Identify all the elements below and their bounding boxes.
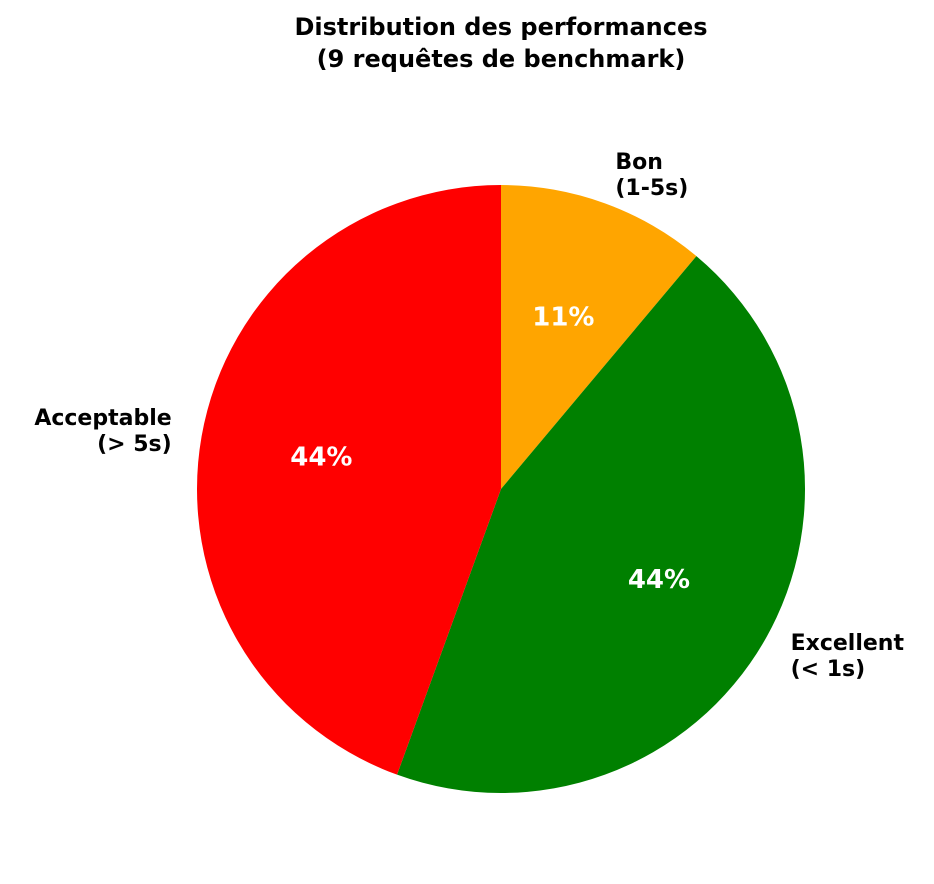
pct-label-bon: 11% bbox=[532, 303, 594, 333]
pie-slice-excellent bbox=[397, 256, 806, 794]
category-label-line: (> 5s) bbox=[97, 431, 172, 456]
pct-label-excellent: 44% bbox=[628, 565, 690, 595]
category-label-line: (< 1s) bbox=[791, 657, 866, 682]
category-label-line: Acceptable bbox=[34, 405, 171, 430]
category-label-line: Excellent bbox=[791, 631, 905, 656]
chart-title: Distribution des performances (9 requête… bbox=[294, 13, 707, 73]
chart-title-line-2: (9 requêtes de benchmark) bbox=[317, 45, 686, 73]
category-label-excellent: Excellent (< 1s) bbox=[791, 631, 905, 682]
category-labels: Bon (1-5s) Excellent (< 1s) Acceptable (> 5s) bbox=[34, 149, 904, 681]
category-label-acceptable: Acceptable (> 5s) bbox=[34, 405, 171, 456]
category-label-line: (1-5s) bbox=[615, 175, 688, 200]
percent-labels: 11% 44% 44% bbox=[290, 303, 690, 596]
chart-title-line-1: Distribution des performances bbox=[294, 13, 707, 41]
pie-slices bbox=[196, 185, 806, 794]
pie-slice-bon bbox=[501, 185, 697, 489]
category-label-bon: Bon (1-5s) bbox=[615, 149, 688, 200]
category-label-line: Bon bbox=[615, 149, 663, 174]
pct-label-acceptable: 44% bbox=[290, 442, 352, 472]
pie-slice-acceptable bbox=[196, 185, 502, 775]
